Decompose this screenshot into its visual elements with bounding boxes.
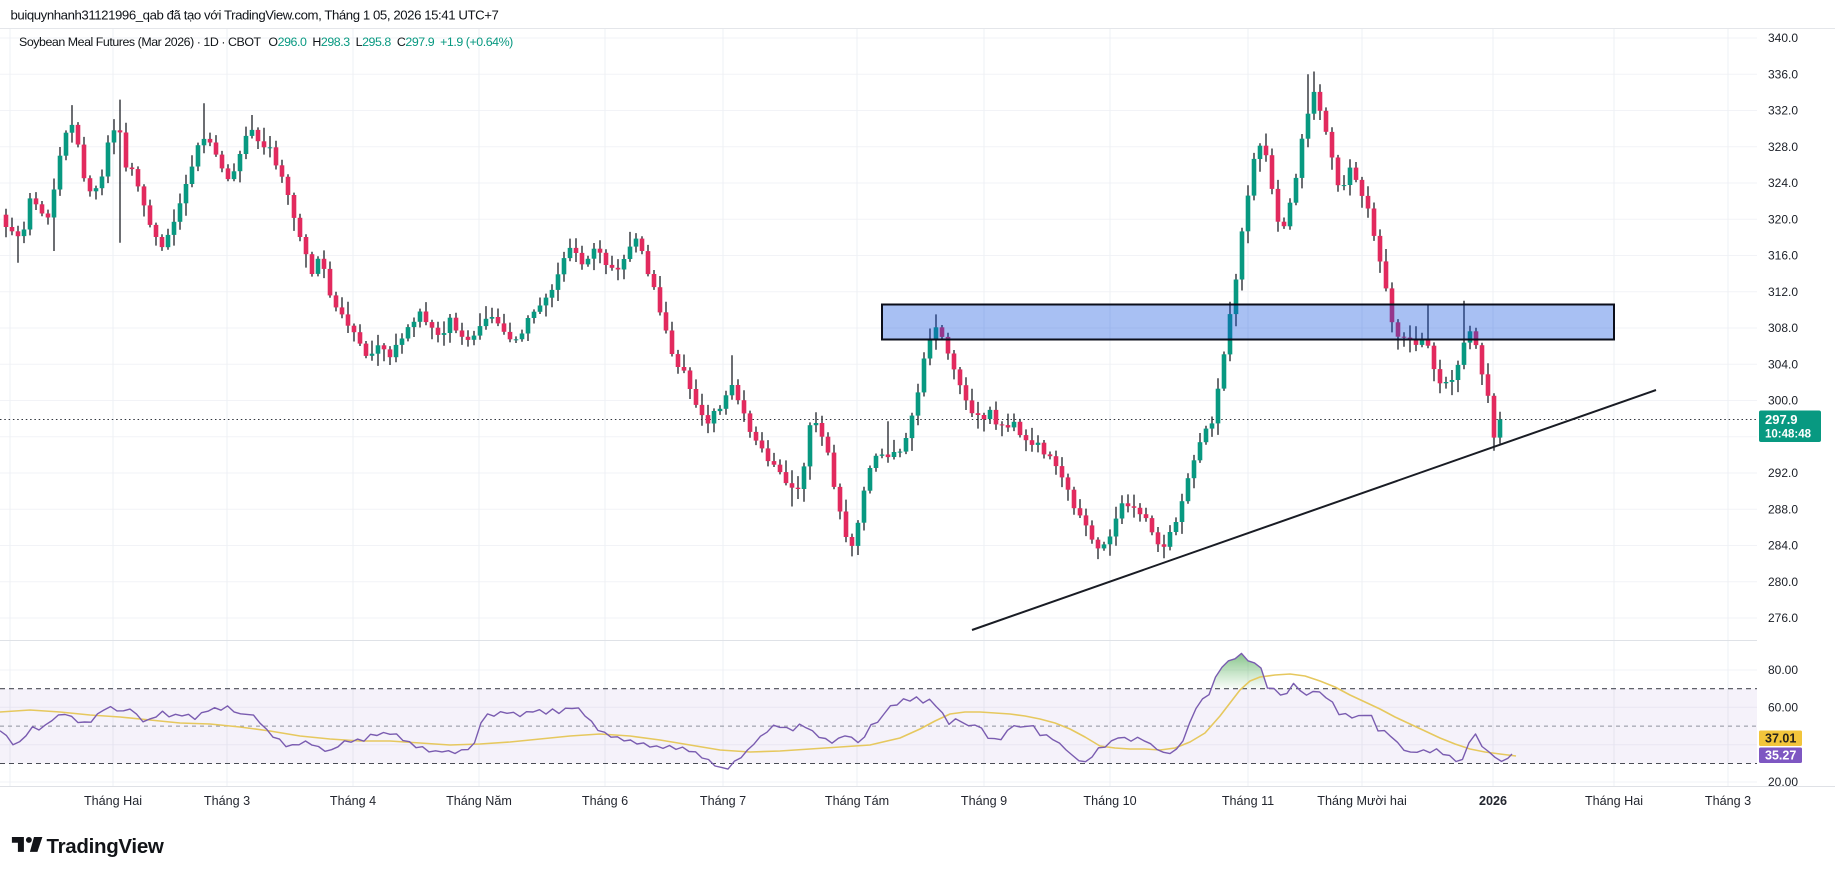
- svg-text:Tháng 11: Tháng 11: [1222, 794, 1274, 808]
- svg-text:Tháng 3: Tháng 3: [204, 794, 250, 808]
- svg-text:297.9: 297.9: [1765, 412, 1798, 427]
- svg-text:276.0: 276.0: [1768, 611, 1798, 625]
- svg-text:336.0: 336.0: [1768, 68, 1798, 82]
- svg-text:280.0: 280.0: [1768, 575, 1798, 589]
- svg-text:20.00: 20.00: [1768, 775, 1798, 789]
- svg-text:316.0: 316.0: [1768, 249, 1798, 263]
- svg-text:37.01: 37.01: [1765, 732, 1796, 746]
- svg-text:312.0: 312.0: [1768, 285, 1798, 299]
- svg-text:60.00: 60.00: [1768, 701, 1798, 715]
- svg-text:340.0: 340.0: [1768, 31, 1798, 45]
- svg-text:Soybean Meal Futures (Mar 2026: Soybean Meal Futures (Mar 2026) · 1D · C…: [19, 35, 513, 49]
- svg-text:Tháng Mười hai: Tháng Mười hai: [1317, 794, 1407, 808]
- svg-text:300.0: 300.0: [1768, 394, 1798, 408]
- svg-text:80.00: 80.00: [1768, 663, 1798, 677]
- svg-text:328.0: 328.0: [1768, 140, 1798, 154]
- svg-text:Tháng 7: Tháng 7: [700, 794, 746, 808]
- svg-text:35.27: 35.27: [1765, 749, 1796, 763]
- svg-text:10:48:48: 10:48:48: [1765, 429, 1812, 441]
- svg-text:Tháng 10: Tháng 10: [1083, 794, 1136, 808]
- svg-text:304.0: 304.0: [1768, 357, 1798, 371]
- svg-text:320.0: 320.0: [1768, 212, 1798, 226]
- svg-text:Tháng Hai: Tháng Hai: [84, 794, 142, 808]
- svg-text:Tháng 9: Tháng 9: [961, 794, 1007, 808]
- svg-text:2026: 2026: [1479, 794, 1507, 808]
- svg-text:324.0: 324.0: [1768, 176, 1798, 190]
- svg-text:332.0: 332.0: [1768, 104, 1798, 118]
- svg-text:Tháng Tám: Tháng Tám: [825, 794, 889, 808]
- svg-text:288.0: 288.0: [1768, 503, 1798, 517]
- svg-text:292.0: 292.0: [1768, 466, 1798, 480]
- svg-text:284.0: 284.0: [1768, 539, 1798, 553]
- svg-text:buiquynhanh31121996_qab đã tạo: buiquynhanh31121996_qab đã tạo với Tradi…: [11, 8, 499, 23]
- svg-text:TradingView: TradingView: [47, 835, 164, 858]
- svg-text:Tháng 3: Tháng 3: [1705, 794, 1751, 808]
- svg-text:Tháng 4: Tháng 4: [330, 794, 376, 808]
- svg-text:Tháng Năm: Tháng Năm: [446, 794, 512, 808]
- svg-text:308.0: 308.0: [1768, 321, 1798, 335]
- svg-text:Tháng 6: Tháng 6: [582, 794, 628, 808]
- svg-text:Tháng Hai: Tháng Hai: [1585, 794, 1643, 808]
